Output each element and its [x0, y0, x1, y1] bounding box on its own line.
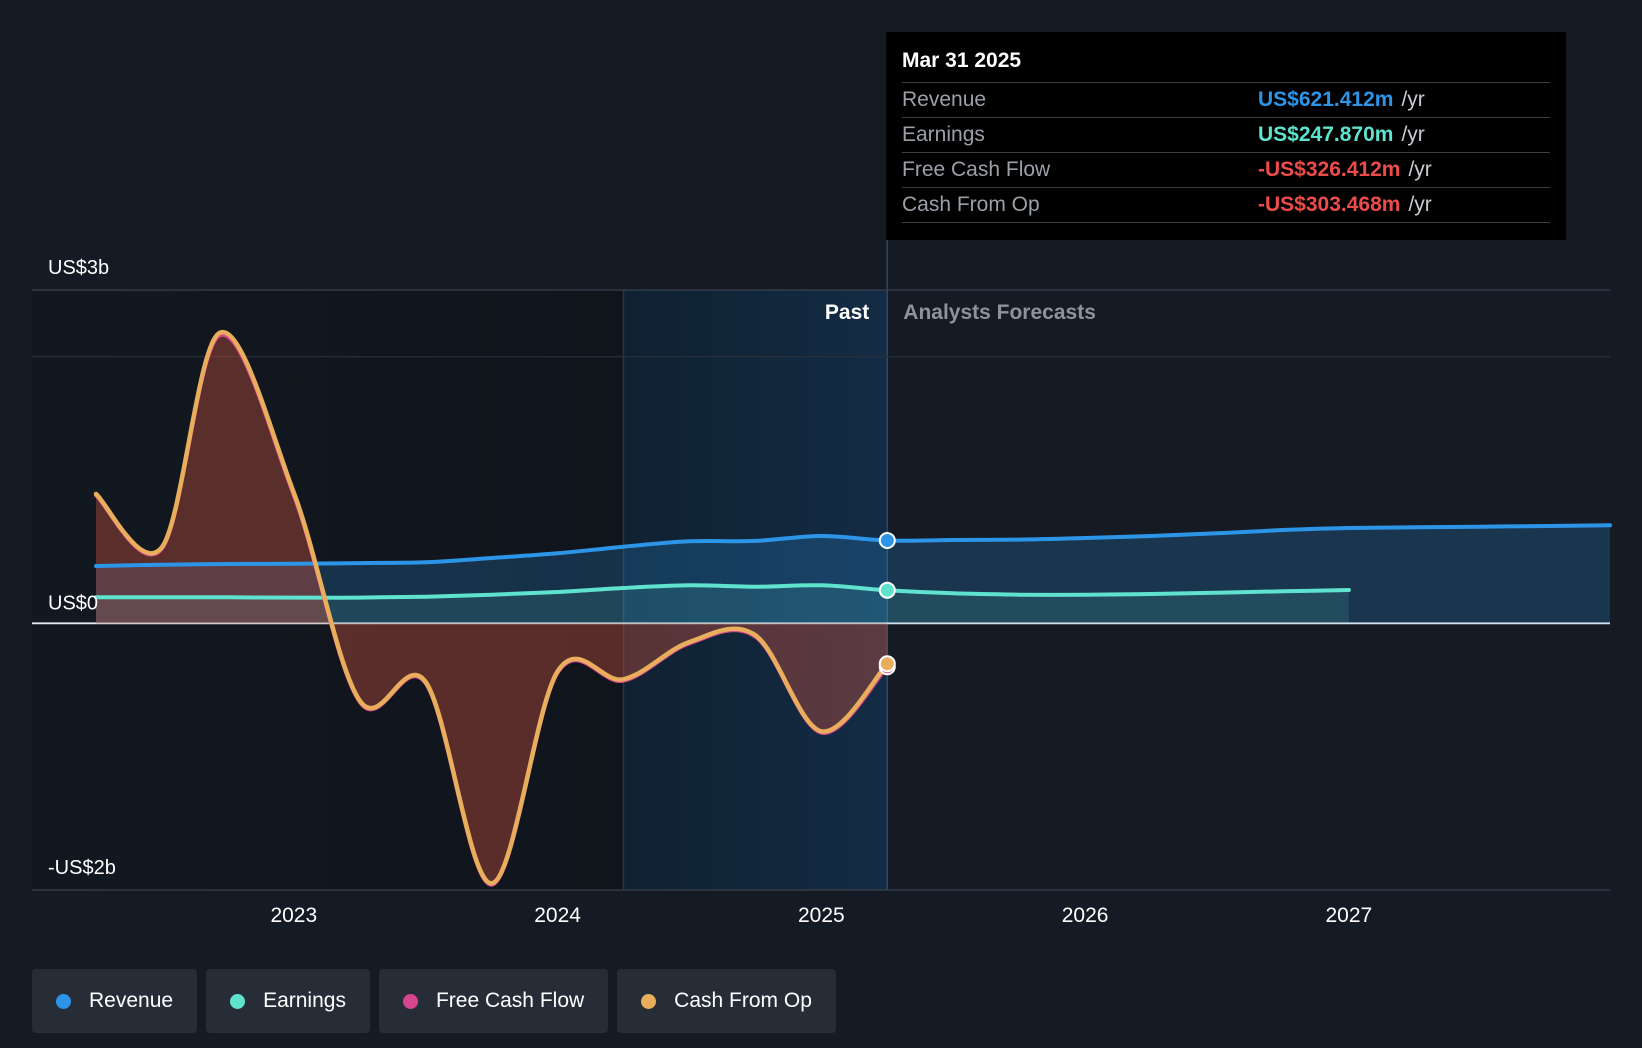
tooltip-row-revenue: Revenue US$621.412m /yr: [902, 83, 1550, 118]
tooltip-unit: /yr: [1408, 158, 1432, 181]
legend-dot-icon: [641, 993, 657, 1009]
tooltip-unit: /yr: [1408, 193, 1432, 216]
point-earnings: [878, 581, 896, 599]
area-cash-from-op: [96, 332, 888, 884]
x-tick-label: 2023: [270, 904, 317, 927]
legend-label: Earnings: [263, 989, 346, 1012]
tooltip-unit: /yr: [1401, 123, 1425, 146]
tooltip-panel: Mar 31 2025 Revenue US$621.412m /yr Earn…: [886, 32, 1566, 240]
y-tick-label: US$3b: [48, 257, 109, 279]
area-revenue: [96, 525, 1610, 624]
tooltip-date: Mar 31 2025: [902, 46, 1550, 83]
tooltip-label: Cash From Op: [902, 193, 1040, 216]
series-line-cash-from-op: [93, 330, 890, 886]
legend-dot-icon: [56, 993, 71, 1009]
x-tick-label: 2025: [798, 904, 845, 927]
tooltip-value: -US$326.412m: [1258, 158, 1401, 181]
forecast-label: Analysts Forecasts: [903, 301, 1096, 324]
x-tick-label: 2024: [534, 904, 581, 927]
point-revenue: [878, 532, 896, 550]
tooltip-value: US$621.412m: [1258, 88, 1394, 111]
tooltip-label: Free Cash Flow: [902, 158, 1051, 181]
legend-label: Free Cash Flow: [435, 989, 585, 1012]
series-line-revenue: [94, 523, 1612, 568]
legend: Revenue Earnings Free Cash Flow Cash Fro…: [32, 969, 836, 1033]
series-line-earnings: [94, 583, 1351, 600]
legend-item-free-cash-flow[interactable]: Free Cash Flow: [378, 969, 609, 1033]
x-tick-label: 2027: [1326, 904, 1373, 927]
legend-item-earnings[interactable]: Earnings: [206, 969, 370, 1033]
legend-dot-icon: [230, 993, 246, 1009]
tooltip-value: -US$303.468m: [1258, 193, 1401, 216]
legend-label: Cash From Op: [674, 989, 812, 1012]
y-tick-label: US$0: [48, 592, 98, 614]
tooltip-value: US$247.870m: [1258, 123, 1394, 146]
tooltip-label: Earnings: [902, 123, 985, 146]
tooltip-row-earnings: Earnings US$247.870m /yr: [902, 118, 1550, 153]
area-earnings: [96, 585, 1349, 624]
x-tick-label: 2026: [1062, 904, 1109, 927]
legend-item-cash-from-op[interactable]: Cash From Op: [617, 969, 836, 1033]
legend-dot-icon: [402, 993, 418, 1009]
tooltip-row-cash-from-op: Cash From Op -US$303.468m /yr: [902, 188, 1550, 223]
legend-item-revenue[interactable]: Revenue: [32, 969, 198, 1033]
past-label: Past: [825, 301, 869, 324]
tooltip-label: Revenue: [902, 88, 987, 111]
y-tick-label: -US$2b: [48, 857, 116, 879]
highlight-region: [623, 290, 888, 890]
legend-label: Revenue: [89, 989, 174, 1012]
tooltip-unit: /yr: [1401, 88, 1425, 111]
chart-canvas: US$3b US$0 -US$2b 2023 2024 2025 2026 2027 Past A…: [32, 240, 1612, 927]
area-free-cash-flow: [96, 334, 888, 885]
point-cash-from-op: [878, 655, 896, 673]
tooltip-row-free-cash-flow: Free Cash Flow -US$326.412m /yr: [902, 153, 1550, 188]
